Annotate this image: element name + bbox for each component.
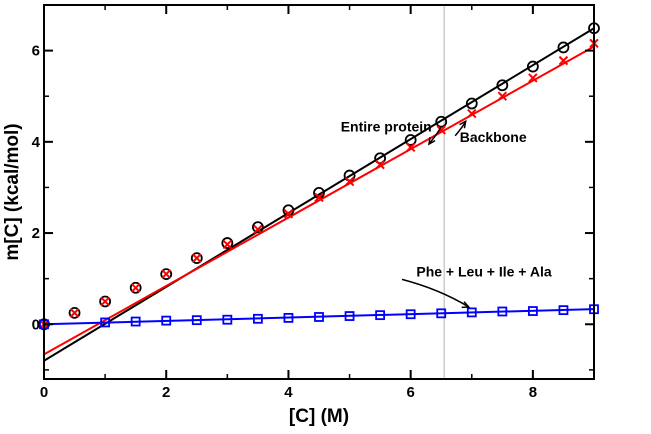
data-point-s0-16 — [526, 60, 539, 73]
y-tick-label-2: 4 — [32, 134, 41, 151]
data-point-s0-4 — [160, 268, 173, 280]
data-point-s2-8 — [314, 312, 324, 322]
x-axis-title: [C] (M) — [289, 406, 349, 427]
fit-line-1 — [43, 45, 595, 356]
y-tick-label-0: 0 — [32, 316, 40, 333]
data-point-s0-17 — [557, 41, 570, 54]
data-point-s2-16 — [558, 305, 569, 316]
data-point-s1-13 — [436, 125, 446, 135]
data-point-s2-5 — [222, 314, 233, 325]
data-point-s0-2 — [99, 295, 112, 308]
data-point-s1-14 — [467, 108, 477, 119]
data-point-s0-6 — [221, 237, 234, 249]
data-point-s0-7 — [251, 221, 264, 234]
annotation-arrow-2 — [401, 278, 470, 308]
axes: 0 2 4 6 8 0 2 4 6 — [32, 4, 595, 401]
annotation-arrowhead-0 — [428, 137, 436, 146]
data-point-s0-3 — [129, 281, 142, 294]
fit-line-2 — [43, 308, 595, 326]
data-point-s2-1 — [100, 317, 111, 328]
data-point-s2-3 — [161, 315, 172, 326]
data-point-s1-10 — [344, 176, 355, 187]
annotations: Entire protein Backbone Phe + Leu + Ile + … — [341, 118, 552, 309]
data-point-s1-8 — [283, 209, 294, 219]
data-point-s2-4 — [191, 315, 202, 326]
data-point-s1-4 — [161, 269, 171, 279]
data-point-s2-9 — [344, 311, 355, 321]
data-markers — [38, 22, 600, 331]
annotation-label-0: Entire protein — [341, 118, 432, 134]
data-point-s2-7 — [283, 312, 294, 323]
data-point-s1-12 — [405, 142, 416, 153]
data-point-s2-12 — [436, 308, 447, 319]
data-point-s1-7 — [253, 224, 263, 235]
data-point-s2-13 — [466, 307, 477, 318]
plot-frame — [43, 4, 595, 380]
annotation-label-2: Phe + Leu + Ile + Ala — [416, 263, 551, 279]
data-point-s1-6 — [222, 239, 233, 250]
data-point-s1-9 — [314, 192, 324, 203]
fit-lines — [43, 27, 595, 362]
y-tick-label-1: 2 — [32, 225, 40, 242]
data-point-s1-17 — [558, 55, 569, 66]
data-point-s1-15 — [497, 91, 508, 101]
data-point-s1-1 — [69, 308, 80, 318]
data-point-s1-11 — [375, 159, 385, 170]
x-tick-label-2: 4 — [284, 384, 293, 401]
data-point-s0-5 — [190, 252, 203, 265]
x-tick-label-1: 2 — [162, 384, 170, 401]
y-tick-label-3: 6 — [32, 43, 40, 60]
data-point-s1-3 — [130, 283, 141, 293]
data-point-s2-6 — [252, 313, 263, 324]
fit-line-0 — [43, 27, 595, 362]
data-point-s2-11 — [405, 309, 416, 320]
data-point-s2-10 — [375, 310, 386, 321]
data-point-s0-1 — [68, 306, 81, 319]
data-point-s2-2 — [130, 316, 141, 327]
annotation-arrowhead-1 — [459, 119, 467, 129]
annotation-label-1: Backbone — [460, 129, 527, 145]
data-point-s0-12 — [404, 134, 417, 146]
data-point-s1-16 — [528, 73, 538, 83]
data-point-s0-15 — [496, 79, 509, 92]
x-tick-label-4: 8 — [529, 384, 537, 401]
data-point-s0-14 — [465, 97, 478, 110]
data-point-s1-2 — [100, 296, 110, 307]
data-point-s2-14 — [497, 306, 508, 317]
y-axis-title: m[C] (kcal/mol) — [2, 123, 23, 260]
x-tick-label-0: 0 — [40, 384, 48, 401]
annotation-arrow-0 — [428, 126, 442, 145]
data-point-s1-5 — [192, 253, 202, 263]
data-point-s2-15 — [527, 306, 538, 316]
x-tick-label-3: 6 — [406, 384, 414, 401]
annotation-arrowhead-2 — [461, 301, 471, 309]
